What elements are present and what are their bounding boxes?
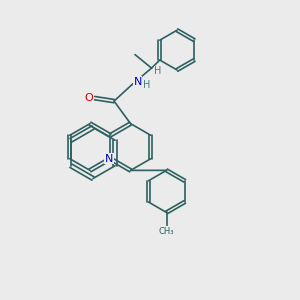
Text: H: H: [154, 66, 162, 76]
Text: N: N: [105, 154, 113, 164]
Text: O: O: [85, 93, 94, 103]
Text: CH₃: CH₃: [159, 227, 174, 236]
Text: H: H: [142, 80, 150, 90]
Text: N: N: [134, 76, 142, 87]
